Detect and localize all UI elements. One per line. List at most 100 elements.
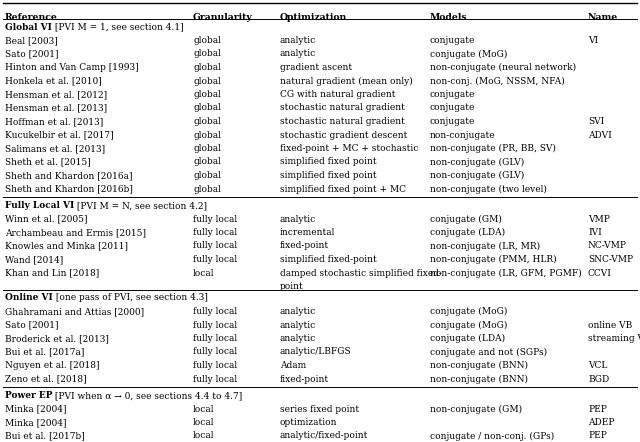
Text: fully local: fully local	[193, 361, 237, 370]
Text: Online VI: Online VI	[5, 293, 52, 302]
Text: global: global	[193, 36, 221, 45]
Text: Granularity: Granularity	[193, 12, 253, 22]
Text: Hensman et al. [2012]: Hensman et al. [2012]	[5, 90, 107, 99]
Text: Knowles and Minka [2011]: Knowles and Minka [2011]	[5, 241, 128, 251]
Text: Sato [2001]: Sato [2001]	[5, 50, 58, 58]
Text: non-conjugate (BNN): non-conjugate (BNN)	[430, 374, 528, 384]
Text: Minka [2004]: Minka [2004]	[5, 404, 67, 414]
Text: conjugate (MoG): conjugate (MoG)	[430, 50, 508, 59]
Text: conjugate (LDA): conjugate (LDA)	[430, 228, 505, 237]
Text: local: local	[193, 404, 214, 414]
Text: global: global	[193, 184, 221, 194]
Text: local: local	[193, 431, 214, 441]
Text: Adam: Adam	[280, 361, 307, 370]
Text: BGD: BGD	[588, 374, 609, 384]
Text: non-conjugate: non-conjugate	[430, 130, 495, 140]
Text: Hoffman et al. [2013]: Hoffman et al. [2013]	[5, 117, 103, 126]
Text: CCVI: CCVI	[588, 268, 612, 278]
Text: online VB: online VB	[588, 320, 632, 329]
Text: conjugate / non-conj. (GPs): conjugate / non-conj. (GPs)	[430, 431, 554, 441]
Text: fully local: fully local	[193, 320, 237, 329]
Text: global: global	[193, 63, 221, 72]
Text: Ghahramani and Attias [2000]: Ghahramani and Attias [2000]	[5, 307, 144, 316]
Text: analytic: analytic	[280, 320, 316, 329]
Text: fully local: fully local	[193, 241, 237, 251]
Text: non-conj. (MoG, NSSM, NFA): non-conj. (MoG, NSSM, NFA)	[430, 76, 564, 86]
Text: Khan and Lin [2018]: Khan and Lin [2018]	[5, 268, 99, 278]
Text: non-conjugate (GLV): non-conjugate (GLV)	[430, 157, 524, 167]
Text: Sato [2001]: Sato [2001]	[5, 320, 58, 329]
Text: analytic: analytic	[280, 334, 316, 343]
Text: VCL: VCL	[588, 361, 607, 370]
Text: simplified fixed point: simplified fixed point	[280, 171, 376, 180]
Text: [PVI M = 1, see section 4.1]: [PVI M = 1, see section 4.1]	[52, 23, 184, 31]
Text: Name: Name	[588, 12, 618, 22]
Text: Power EP: Power EP	[5, 391, 52, 400]
Text: SVI: SVI	[588, 117, 604, 126]
Text: VMP: VMP	[588, 214, 610, 224]
Text: analytic: analytic	[280, 36, 316, 45]
Text: Hensman et al. [2013]: Hensman et al. [2013]	[5, 103, 107, 113]
Text: global: global	[193, 103, 221, 113]
Text: non-conjugate (LR, GFM, PGMF): non-conjugate (LR, GFM, PGMF)	[430, 268, 582, 278]
Text: analytic: analytic	[280, 50, 316, 58]
Text: Honkela et al. [2010]: Honkela et al. [2010]	[5, 76, 102, 85]
Text: NC-VMP: NC-VMP	[588, 241, 627, 251]
Text: global: global	[193, 171, 221, 180]
Text: CG with natural gradient: CG with natural gradient	[280, 90, 396, 99]
Text: streaming VI: streaming VI	[588, 334, 640, 343]
Text: stochastic natural gradient: stochastic natural gradient	[280, 103, 405, 113]
Text: fixed-point + MC + stochastic: fixed-point + MC + stochastic	[280, 144, 419, 153]
Text: global: global	[193, 130, 221, 140]
Text: Bui et al. [2017b]: Bui et al. [2017b]	[5, 431, 84, 441]
Text: fixed-point: fixed-point	[280, 374, 329, 384]
Text: non-conjugate (neural network): non-conjugate (neural network)	[430, 63, 576, 72]
Text: Optimization: Optimization	[280, 12, 348, 22]
Text: Global VI: Global VI	[5, 23, 52, 31]
Text: conjugate (MoG): conjugate (MoG)	[430, 320, 508, 330]
Text: damped stochastic simplified fixed-: damped stochastic simplified fixed-	[280, 268, 442, 278]
Text: Archambeau and Ermis [2015]: Archambeau and Ermis [2015]	[5, 228, 146, 237]
Text: Models: Models	[430, 12, 468, 22]
Text: fully local: fully local	[193, 374, 237, 384]
Text: ADVI: ADVI	[588, 130, 612, 140]
Text: [PVI when α → 0, see sections 4.4 to 4.7]: [PVI when α → 0, see sections 4.4 to 4.7…	[52, 391, 243, 400]
Text: stochastic gradient descent: stochastic gradient descent	[280, 130, 408, 140]
Text: conjugate and not (SGPs): conjugate and not (SGPs)	[430, 347, 547, 357]
Text: non-conjugate (BNN): non-conjugate (BNN)	[430, 361, 528, 370]
Text: stochastic natural gradient: stochastic natural gradient	[280, 117, 405, 126]
Text: conjugate (MoG): conjugate (MoG)	[430, 307, 508, 316]
Text: PEP: PEP	[588, 431, 607, 441]
Text: Fully Local VI: Fully Local VI	[5, 201, 74, 210]
Text: global: global	[193, 144, 221, 153]
Text: VI: VI	[588, 36, 598, 45]
Text: fully local: fully local	[193, 214, 237, 224]
Text: analytic/LBFGS: analytic/LBFGS	[280, 347, 351, 357]
Text: [PVI M = N, see section 4.2]: [PVI M = N, see section 4.2]	[74, 201, 207, 210]
Text: gradient ascent: gradient ascent	[280, 63, 352, 72]
Text: conjugate: conjugate	[430, 36, 476, 45]
Text: simplified fixed point + MC: simplified fixed point + MC	[280, 184, 406, 194]
Text: global: global	[193, 76, 221, 85]
Text: Sheth and Khardon [2016a]: Sheth and Khardon [2016a]	[5, 171, 132, 180]
Text: simplified fixed-point: simplified fixed-point	[280, 255, 377, 264]
Text: non-conjugate (GM): non-conjugate (GM)	[430, 404, 522, 414]
Text: PEP: PEP	[588, 404, 607, 414]
Text: series fixed point: series fixed point	[280, 404, 359, 414]
Text: Beal [2003]: Beal [2003]	[5, 36, 58, 45]
Text: Zeno et al. [2018]: Zeno et al. [2018]	[5, 374, 86, 384]
Text: Kucukelbir et al. [2017]: Kucukelbir et al. [2017]	[5, 130, 114, 140]
Text: ADEP: ADEP	[588, 418, 614, 427]
Text: Sheth et al. [2015]: Sheth et al. [2015]	[5, 157, 91, 167]
Text: fully local: fully local	[193, 334, 237, 343]
Text: simplified fixed point: simplified fixed point	[280, 157, 376, 167]
Text: Wand [2014]: Wand [2014]	[5, 255, 63, 264]
Text: Hinton and Van Camp [1993]: Hinton and Van Camp [1993]	[5, 63, 139, 72]
Text: IVI: IVI	[588, 228, 602, 237]
Text: conjugate: conjugate	[430, 117, 476, 126]
Text: analytic/fixed-point: analytic/fixed-point	[280, 431, 369, 441]
Text: conjugate: conjugate	[430, 90, 476, 99]
Text: non-conjugate (PMM, HLR): non-conjugate (PMM, HLR)	[430, 255, 557, 264]
Text: analytic: analytic	[280, 214, 316, 224]
Text: point: point	[280, 282, 304, 291]
